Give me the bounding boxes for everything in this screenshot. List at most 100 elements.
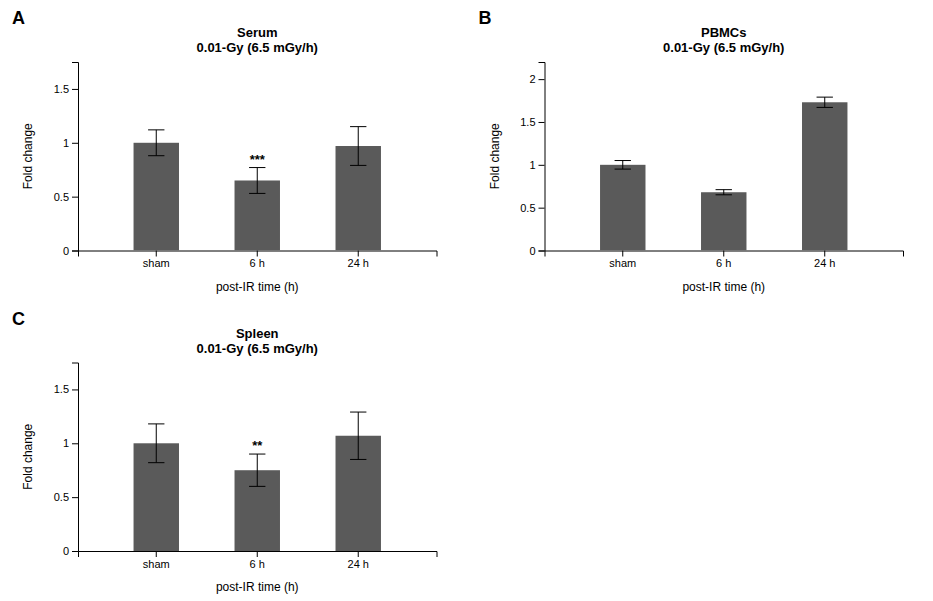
x-tick: sham	[143, 551, 170, 570]
x-axis-label: post-IR time (h)	[216, 280, 299, 294]
y-tick-label: 1.5	[54, 83, 69, 95]
x-tick-mark	[156, 551, 157, 557]
x-tick-label: sham	[609, 257, 636, 269]
x-tick: 24 h	[348, 251, 369, 270]
significance: **	[252, 438, 263, 453]
title: PBMCs0.01-Gy (6.5 mGy/h)	[663, 25, 784, 55]
x-tick-label: 24 h	[814, 257, 835, 269]
panel: 0 0.5 1 1.5 sham 6 h 24 h ** Spleen0.01-Gy (6.5 …	[21, 326, 437, 595]
x-axis: sham 6 h 24 h	[79, 251, 438, 270]
title-line: 0.01-Gy (6.5 mGy/h)	[663, 40, 784, 55]
x-tick-mark	[257, 251, 258, 257]
error-bar	[350, 127, 366, 166]
y-tick-mark	[72, 389, 78, 390]
x-tick-label: 6 h	[250, 558, 265, 570]
y-tick: 0	[529, 245, 544, 257]
y-axis-line	[72, 63, 79, 252]
y-tick: 0.5	[54, 191, 78, 203]
y-tick-mark	[72, 89, 78, 90]
x-tick: 6 h	[250, 251, 265, 270]
y-tick-label: 1.5	[520, 116, 535, 128]
x-tick-label: sham	[143, 558, 170, 570]
x-tick-label: sham	[143, 257, 170, 269]
y-tick: 1	[63, 437, 78, 449]
y-tick-mark	[72, 497, 78, 498]
x-tick: sham	[609, 251, 636, 270]
panel-label: A	[12, 8, 25, 28]
y-tick-label: 0.5	[54, 491, 69, 503]
x-tick: 6 h	[716, 251, 731, 270]
x-tick: sham	[143, 251, 170, 270]
y-tick-label: 1	[63, 437, 69, 449]
x-tick: 24 h	[348, 551, 369, 570]
error-bar	[817, 97, 833, 107]
plot-area	[600, 97, 847, 250]
x-tick-mark	[156, 251, 157, 257]
y-axis: 00.511.52	[520, 63, 545, 257]
title-line: 0.01-Gy (6.5 mGy/h)	[197, 40, 318, 55]
x-tick-mark	[824, 251, 825, 257]
error-bar	[615, 161, 631, 170]
x-axis: sham 6 h 24 h	[79, 551, 438, 570]
y-tick-mark	[72, 551, 78, 552]
y-tick: 0.5	[54, 491, 78, 503]
y-tick-mark	[539, 165, 545, 166]
y-tick: 1.5	[54, 83, 78, 95]
y-tick-mark	[539, 122, 545, 123]
bar	[134, 143, 179, 251]
y-tick-label: 0.5	[520, 202, 535, 214]
y-tick-mark	[539, 208, 545, 209]
y-axis-label: Fold change	[488, 123, 502, 189]
significance: ***	[250, 152, 266, 167]
title: Serum0.01-Gy (6.5 mGy/h)	[197, 25, 318, 55]
y-tick: 0.5	[520, 202, 544, 214]
panel-label: C	[12, 309, 25, 329]
y-tick-label: 1.5	[54, 383, 69, 395]
error-bar	[716, 190, 732, 195]
y-tick: 2	[529, 73, 544, 85]
x-tick-label: 24 h	[348, 257, 369, 269]
title-line: PBMCs	[701, 25, 747, 40]
bar	[802, 102, 847, 250]
y-axis: 0 0.5 1 1.5	[54, 363, 79, 557]
x-axis-label: post-IR time (h)	[682, 280, 765, 294]
x-tick-mark	[358, 251, 359, 257]
y-axis: 0 0.5 1 1.5	[54, 63, 79, 257]
x-tick-mark	[257, 551, 258, 557]
y-tick: 1.5	[520, 116, 544, 128]
y-tick-label: 1	[63, 137, 69, 149]
x-axis: sham 6 h 24 h	[545, 251, 904, 270]
y-tick-mark	[72, 251, 78, 252]
x-tick-label: 6 h	[716, 257, 731, 269]
y-tick-label: 0	[63, 545, 69, 557]
x-tick: 6 h	[250, 551, 265, 570]
bar	[701, 192, 746, 250]
x-tick-label: 6 h	[250, 257, 265, 269]
y-tick-mark	[539, 251, 545, 252]
y-tick-mark	[72, 197, 78, 198]
panel-label: B	[479, 8, 492, 28]
y-tick-label: 2	[529, 73, 535, 85]
x-tick-mark	[622, 251, 623, 257]
x-axis-label: post-IR time (h)	[216, 580, 299, 594]
y-tick: 0	[63, 545, 78, 557]
title-line: Spleen	[236, 326, 279, 341]
title: Spleen0.01-Gy (6.5 mGy/h)	[197, 326, 318, 356]
y-tick: 0	[63, 245, 78, 257]
panel: 00.511.52sham6 h24 hPBMCs0.01-Gy (6.5 mG…	[488, 25, 904, 294]
y-tick-mark	[72, 143, 78, 144]
panel: 0 0.5 1 1.5 sham 6 h 24 h *** Serum0.01-Gy (6.5 …	[21, 25, 437, 294]
error-bar	[148, 130, 164, 156]
y-tick-label: 0	[529, 245, 535, 257]
title-line: 0.01-Gy (6.5 mGy/h)	[197, 341, 318, 356]
bar	[600, 165, 645, 251]
y-axis-label: Fold change	[21, 423, 35, 489]
x-axis-line	[79, 552, 438, 558]
y-tick-mark	[72, 443, 78, 444]
y-tick: 1.5	[54, 383, 78, 395]
error-bar	[249, 168, 265, 194]
y-axis-line	[72, 363, 79, 552]
plot-area	[134, 412, 381, 551]
x-tick-mark	[358, 551, 359, 557]
x-axis-line	[79, 251, 438, 257]
